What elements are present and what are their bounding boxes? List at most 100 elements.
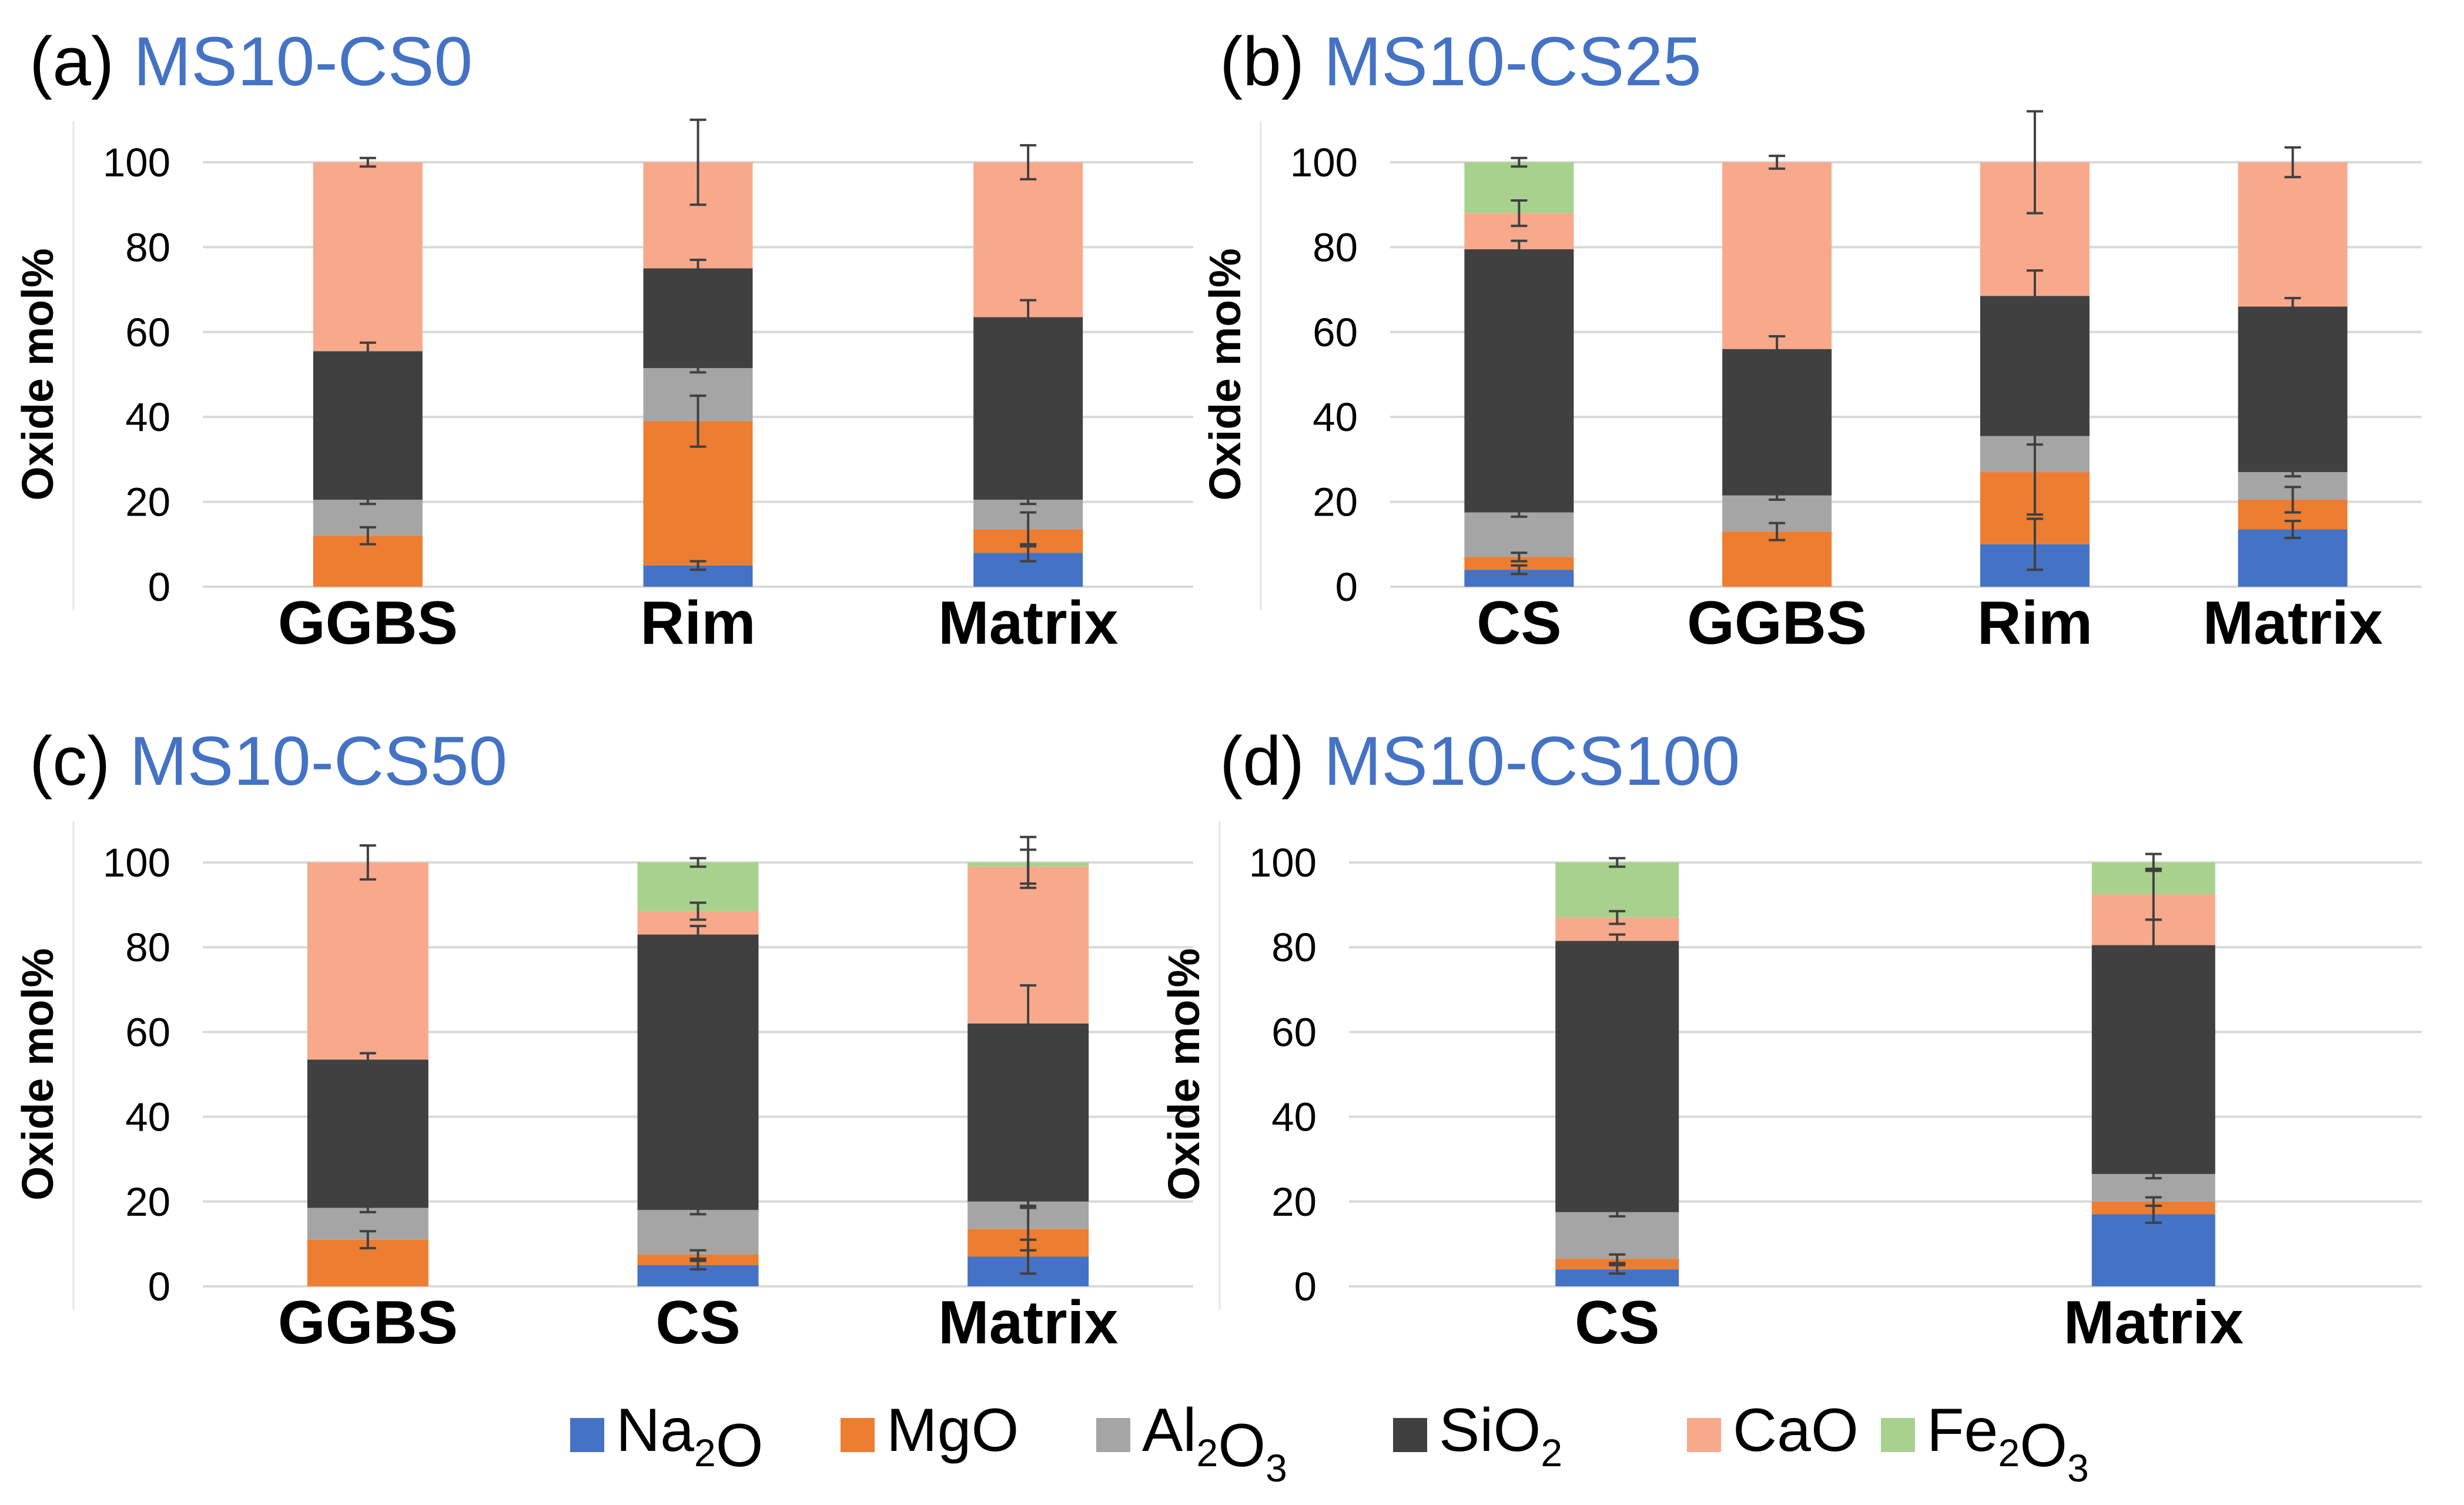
error-bar-matrix-cao bbox=[2284, 146, 2301, 179]
panel-title: (a) MS10-CS0 bbox=[29, 23, 473, 101]
category-label: GGBS bbox=[278, 1289, 458, 1357]
legend-label: CaO bbox=[1733, 1396, 1859, 1464]
error-bar-matrix-fe2o3 bbox=[1020, 835, 1037, 889]
panel-letter: (a) bbox=[29, 23, 133, 101]
panel-name: MS10-CS50 bbox=[129, 723, 507, 800]
error-bar-matrix-cao bbox=[1020, 144, 1037, 180]
y-tick-label: 0 bbox=[1294, 1264, 1317, 1309]
legend-item-na2o: Na2O bbox=[570, 1396, 764, 1480]
error-bar-matrix-sio2 bbox=[1020, 984, 1037, 1063]
error-bar-cs-al2o3 bbox=[689, 1205, 707, 1216]
error-bar-cs-cao bbox=[1609, 909, 1626, 925]
panel-title: (c) MS10-CS50 bbox=[29, 723, 507, 800]
category-label: GGBS bbox=[278, 589, 458, 657]
y-tick-label: 60 bbox=[1313, 310, 1358, 355]
error-bar-ggbs-sio2 bbox=[1769, 335, 1786, 363]
y-tick-label: 100 bbox=[103, 840, 170, 885]
panel-name: MS10-CS100 bbox=[1324, 723, 1740, 800]
panel-letter: (c) bbox=[29, 723, 129, 800]
bar-ggbs-sio2 bbox=[1722, 349, 1832, 496]
bar-ggbs-cao bbox=[1722, 162, 1832, 349]
y-tick-label: 100 bbox=[103, 140, 170, 185]
bar-cs-sio2 bbox=[1555, 941, 1679, 1212]
y-tick-label: 20 bbox=[1313, 480, 1358, 525]
bar-cs-al2o3 bbox=[1464, 512, 1574, 557]
error-bar-ggbs-sio2 bbox=[359, 1052, 376, 1068]
legend-swatch bbox=[1687, 1418, 1721, 1452]
y-tick-label: 40 bbox=[125, 1095, 170, 1140]
y-tick-label: 100 bbox=[1290, 140, 1358, 185]
error-bar-rim-al2o3 bbox=[2026, 426, 2043, 446]
y-tick-label: 20 bbox=[125, 1179, 170, 1225]
error-bar-cs-cao bbox=[689, 901, 707, 921]
y-tick-label: 0 bbox=[148, 564, 170, 610]
error-bar-cs-na2o bbox=[689, 1259, 707, 1271]
error-bar-matrix-al2o3 bbox=[1020, 494, 1037, 506]
y-axis-title: Oxide mol% bbox=[1200, 248, 1250, 500]
bar-matrix-na2o bbox=[2091, 1214, 2215, 1286]
error-bar-matrix-sio2 bbox=[1020, 299, 1037, 336]
error-bar-cs-al2o3 bbox=[1511, 507, 1528, 518]
error-bar-ggbs-sio2 bbox=[359, 341, 376, 361]
error-bar-cs-na2o bbox=[1609, 1263, 1626, 1275]
error-bar-cs-fe2o3 bbox=[1609, 857, 1626, 868]
category-label: CS bbox=[1477, 589, 1561, 657]
bar-rim-sio2 bbox=[643, 268, 753, 369]
bar-matrix-cao bbox=[2238, 162, 2348, 307]
legend-swatch bbox=[1393, 1418, 1427, 1452]
error-bar-matrix-al2o3 bbox=[1020, 1196, 1037, 1208]
legend-item-fe2o3: Fe2O3 bbox=[1881, 1396, 2089, 1490]
bar-matrix-cao bbox=[973, 162, 1083, 317]
chart-panel-b: 0 20 40 60 80 100 Oxide mol% (b) MS10-CS25 CS GGB… bbox=[1200, 23, 2422, 657]
error-bar-ggbs-mgo bbox=[1769, 521, 1786, 541]
category-label: Rim bbox=[1977, 589, 2093, 657]
error-bar-cs-sio2 bbox=[1511, 239, 1528, 259]
error-bar-matrix-mgo bbox=[2145, 1196, 2162, 1208]
bar-ggbs-cao bbox=[307, 862, 428, 1060]
error-bar-matrix-mgo bbox=[1020, 511, 1037, 548]
error-bar-rim-na2o bbox=[2026, 517, 2043, 571]
panel-letter: (d) bbox=[1220, 723, 1324, 800]
bar-cs-al2o3 bbox=[637, 1210, 759, 1255]
error-bar-matrix-fe2o3 bbox=[2145, 852, 2162, 872]
legend-item-mgo: MgO bbox=[841, 1396, 1019, 1464]
error-bar-matrix-mgo bbox=[2284, 486, 2301, 514]
panel-name: MS10-CS0 bbox=[133, 23, 473, 101]
panel-letter: (b) bbox=[1220, 23, 1324, 101]
y-tick-label: 60 bbox=[125, 1009, 170, 1055]
category-label: Matrix bbox=[938, 589, 1118, 657]
bar-matrix-sio2 bbox=[2091, 945, 2215, 1174]
legend-item-al2o3: Al2O3 bbox=[1096, 1396, 1287, 1490]
error-bar-ggbs-mgo bbox=[359, 1230, 376, 1250]
error-bar-cs-al2o3 bbox=[1609, 1206, 1626, 1218]
error-bar-matrix-mgo bbox=[1020, 1206, 1037, 1252]
category-label: Rim bbox=[640, 589, 755, 657]
error-bar-rim-sio2 bbox=[689, 259, 707, 278]
error-bar-matrix-sio2 bbox=[2284, 297, 2301, 316]
error-bar-cs-na2o bbox=[1511, 564, 1528, 576]
error-bar-ggbs-cao bbox=[1769, 155, 1786, 170]
category-label: GGBS bbox=[1687, 589, 1867, 657]
error-bar-cs-fe2o3 bbox=[1511, 156, 1528, 168]
error-bar-ggbs-al2o3 bbox=[359, 1202, 376, 1213]
bar-ggbs-sio2 bbox=[313, 351, 423, 500]
bar-matrix-sio2 bbox=[973, 317, 1083, 500]
y-tick-label: 40 bbox=[1313, 394, 1358, 440]
error-bar-cs-mgo bbox=[1609, 1253, 1626, 1265]
panel-title: (d) MS10-CS100 bbox=[1220, 723, 1740, 800]
error-bar-rim-mgo bbox=[689, 394, 707, 448]
category-label: CS bbox=[1575, 1289, 1659, 1357]
error-bar-ggbs-al2o3 bbox=[1769, 490, 1786, 501]
category-label: Matrix bbox=[938, 1289, 1118, 1357]
legend-swatch bbox=[570, 1418, 604, 1452]
panel-name: MS10-CS25 bbox=[1324, 23, 1702, 101]
error-bar-ggbs-cao bbox=[359, 156, 376, 168]
bar-matrix-sio2 bbox=[2238, 306, 2348, 473]
y-tick-label: 100 bbox=[1249, 840, 1317, 885]
error-bar-cs-sio2 bbox=[689, 925, 707, 944]
legend-item-cao: CaO bbox=[1687, 1396, 1859, 1464]
legend-label: Na2O bbox=[616, 1396, 764, 1480]
y-tick-label: 80 bbox=[125, 225, 170, 270]
error-bar-ggbs-mgo bbox=[359, 526, 376, 546]
legend-item-sio2: SiO2 bbox=[1393, 1396, 1562, 1474]
